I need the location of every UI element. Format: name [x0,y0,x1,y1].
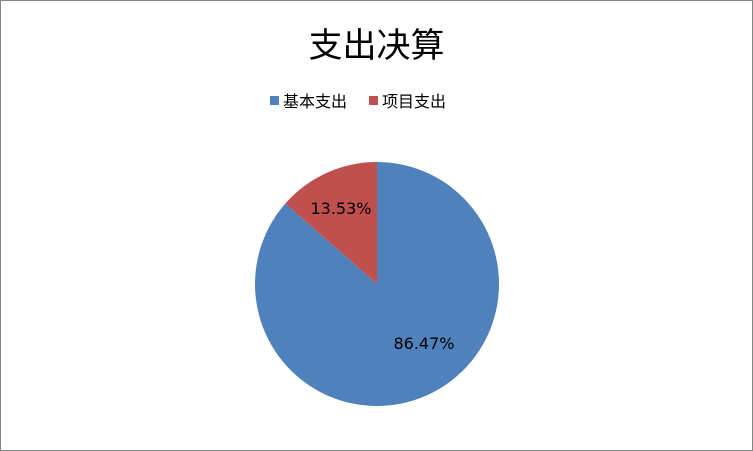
legend-label: 基本支出 [283,92,348,111]
pie-slice [285,162,377,284]
legend-swatch [270,95,279,105]
legend-swatch [369,95,379,105]
legend: 基本支出 项目支出 [270,88,446,112]
data-label: 13.53% [310,199,371,218]
legend-item: 项目支出 [369,88,446,112]
legend-item: 基本支出 [270,88,347,112]
data-label: 86.47% [393,334,454,353]
legend-label: 项目支出 [382,92,447,111]
chart-title: 支出决算 [308,26,445,66]
